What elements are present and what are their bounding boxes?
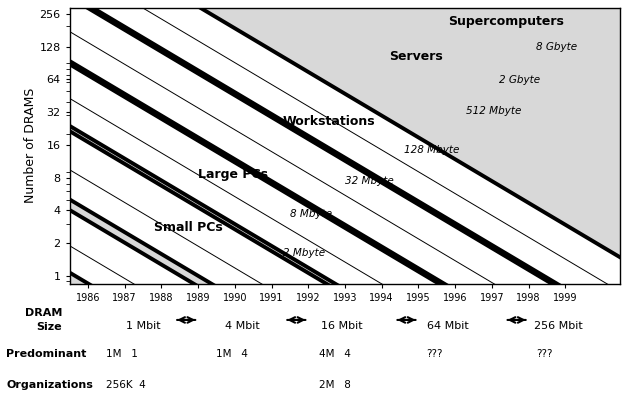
Text: 8 Mbyte: 8 Mbyte [290, 209, 332, 219]
Text: 256 Mbit: 256 Mbit [534, 321, 582, 331]
Text: 2M   8: 2M 8 [319, 380, 351, 390]
Text: Small PCs: Small PCs [154, 221, 223, 234]
Polygon shape [70, 0, 633, 405]
Text: 16 Mbit: 16 Mbit [320, 321, 362, 331]
Text: Organizations: Organizations [6, 380, 93, 390]
Text: Supercomputers: Supercomputers [448, 15, 563, 28]
Text: 4M   4: 4M 4 [319, 349, 351, 359]
Text: 256K  4: 256K 4 [106, 380, 146, 390]
Polygon shape [70, 64, 633, 405]
Text: 512 Mbyte: 512 Mbyte [466, 106, 522, 116]
Text: 8 Gbyte: 8 Gbyte [536, 42, 577, 52]
Text: 64 Mbit: 64 Mbit [427, 321, 468, 331]
Text: Predominant: Predominant [6, 349, 87, 359]
Text: ???: ??? [536, 349, 553, 359]
Text: 1M   4: 1M 4 [216, 349, 248, 359]
Text: 2 Gbyte: 2 Gbyte [499, 75, 541, 85]
Text: 32 Mbyte: 32 Mbyte [345, 176, 394, 185]
Text: 1 Mbit: 1 Mbit [126, 321, 160, 331]
Y-axis label: Number of DRAMS: Number of DRAMS [23, 88, 37, 203]
Text: Large PCs: Large PCs [198, 168, 268, 181]
Polygon shape [70, 131, 633, 405]
Text: DRAM: DRAM [25, 308, 62, 318]
Text: 2 Mbyte: 2 Mbyte [282, 248, 325, 258]
Polygon shape [70, 210, 633, 405]
Text: ???: ??? [426, 349, 442, 359]
Polygon shape [70, 0, 633, 365]
Text: Size: Size [37, 322, 62, 332]
Text: Workstations: Workstations [282, 115, 375, 128]
Text: Servers: Servers [389, 49, 443, 62]
Text: 4 Mbit: 4 Mbit [225, 321, 260, 331]
Text: 1M   1: 1M 1 [106, 349, 138, 359]
Text: 128 Mbyte: 128 Mbyte [404, 145, 459, 155]
